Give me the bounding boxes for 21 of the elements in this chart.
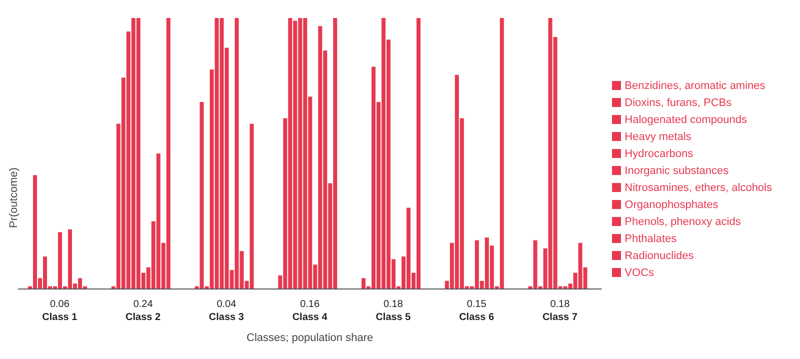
- legend-label: Benzidines, aromatic amines: [624, 80, 766, 92]
- legend-label: Nitrosamines, ethers, alcohols: [624, 182, 772, 194]
- x-tick-label: 0.24 Class 2: [126, 299, 162, 323]
- y-axis-title: Pr(outcome): [8, 167, 20, 228]
- legend-label: Organophosphates: [624, 198, 718, 210]
- x-tick-label: 0.16 Class 4: [292, 299, 328, 323]
- legend-label: Phenols, phenoxy acids: [624, 216, 741, 228]
- legend-label: Inorganic substances: [624, 164, 729, 176]
- x-tick-label: 0.18 Class 5: [376, 299, 412, 323]
- legend-label: Phthalates: [624, 232, 677, 244]
- x-axis-title: Classes; population share: [246, 332, 374, 344]
- legend-label: Dioxins, furans, PCBs: [624, 96, 732, 108]
- x-tick-label: 0.06 Class 1: [42, 299, 78, 323]
- legend-label: Halogenated compounds: [624, 114, 747, 126]
- legend-label: Heavy metals: [624, 130, 692, 142]
- legend-label: Radionuclides: [624, 250, 694, 262]
- x-tick-label: 0.15 Class 6: [459, 299, 495, 323]
- x-tick-label: 0.18 Class 7: [542, 299, 578, 323]
- x-tick-label: 0.04 Class 3: [208, 299, 244, 323]
- legend-label: VOCs: [624, 266, 654, 278]
- legend-label: Hydrocarbons: [624, 148, 694, 160]
